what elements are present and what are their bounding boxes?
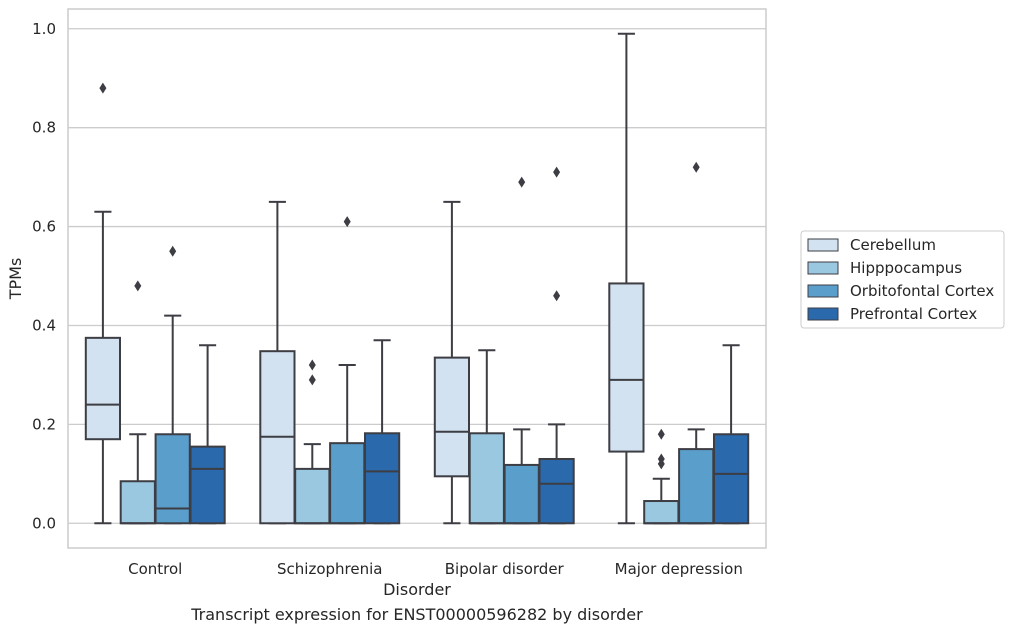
outlier-point <box>308 359 316 371</box>
y-tick-label: 0.8 <box>32 119 56 137</box>
box-0-2 <box>154 245 191 525</box>
legend: Cerebellum Hipppocampus Orbitofontal Corte… <box>800 230 1005 329</box>
legend-box <box>800 230 1005 329</box>
box-1-2 <box>329 216 366 525</box>
box-0-3 <box>189 344 226 525</box>
box-body <box>329 442 366 525</box>
box-0-0 <box>84 82 122 525</box>
box-body <box>503 463 540 525</box>
legend-swatch <box>807 238 839 252</box>
y-axis-label: TPMs <box>6 258 25 301</box>
y-tick-label: 1.0 <box>32 20 56 38</box>
outlier-point <box>657 428 665 440</box>
box-0-1 <box>119 280 156 525</box>
legend-label: Hipppocampus <box>850 259 962 277</box>
box-2-2 <box>503 176 540 525</box>
boxes <box>84 32 750 525</box>
box-body <box>468 432 505 525</box>
y-tick-label: 0.4 <box>32 316 56 334</box>
box-body <box>433 356 471 478</box>
y-tick-label: 0.6 <box>32 218 56 236</box>
box-body <box>189 445 226 525</box>
legend-swatch <box>807 261 839 275</box>
x-tick-label: Schizophrenia <box>277 560 382 578</box>
legend-swatch <box>807 284 839 298</box>
outlier-point <box>99 82 107 94</box>
legend-swatch <box>807 307 839 321</box>
legend-label: Prefrontal Cortex <box>850 305 977 323</box>
box-body <box>294 467 331 525</box>
outlier-point <box>134 280 142 292</box>
outlier-point <box>553 166 561 178</box>
figure-caption: Transcript expression for ENST0000059628… <box>191 605 643 624</box>
box-3-2 <box>678 161 715 525</box>
box-body <box>84 336 122 441</box>
box-1-0 <box>259 200 296 525</box>
y-tick-labels: 0.0 0.2 0.4 0.6 0.8 1.0 <box>32 20 56 532</box>
y-tick-label: 0.0 <box>32 514 56 532</box>
box-3-3 <box>712 344 750 525</box>
outlier-point <box>553 290 561 302</box>
box-2-0 <box>433 200 471 525</box>
box-1-3 <box>363 339 401 525</box>
outlier-point <box>343 216 351 228</box>
box-3-1 <box>643 428 680 525</box>
box-1-1 <box>294 359 331 525</box>
box-3-0 <box>608 32 645 525</box>
box-2-3 <box>538 166 575 525</box>
box-body <box>643 500 680 525</box>
box-body <box>154 433 191 525</box>
outlier-point <box>657 453 665 465</box>
box-body <box>119 480 156 525</box>
x-tick-label: Major depression <box>615 560 743 578</box>
box-body <box>538 457 575 525</box>
box-body <box>608 282 645 453</box>
x-tick-label: Bipolar disorder <box>445 560 565 578</box>
x-axis-label: Disorder <box>383 580 451 599</box>
outlier-point <box>518 176 526 188</box>
box-2-1 <box>468 349 505 525</box>
legend-label: Orbitofontal Cortex <box>850 282 994 300</box>
plot-frame <box>67 8 767 549</box>
outlier-point <box>692 161 700 173</box>
x-tick-labels: Control Schizophrenia Bipolar disorder Majo… <box>128 560 743 578</box>
outlier-point <box>169 245 177 257</box>
outlier-point <box>308 374 316 386</box>
legend-label: Cerebellum <box>850 236 936 254</box>
y-tick-label: 0.2 <box>32 415 56 433</box>
box-body <box>712 433 750 525</box>
box-body <box>363 432 401 525</box>
box-body <box>678 448 715 525</box>
x-tick-label: Control <box>128 560 182 578</box>
